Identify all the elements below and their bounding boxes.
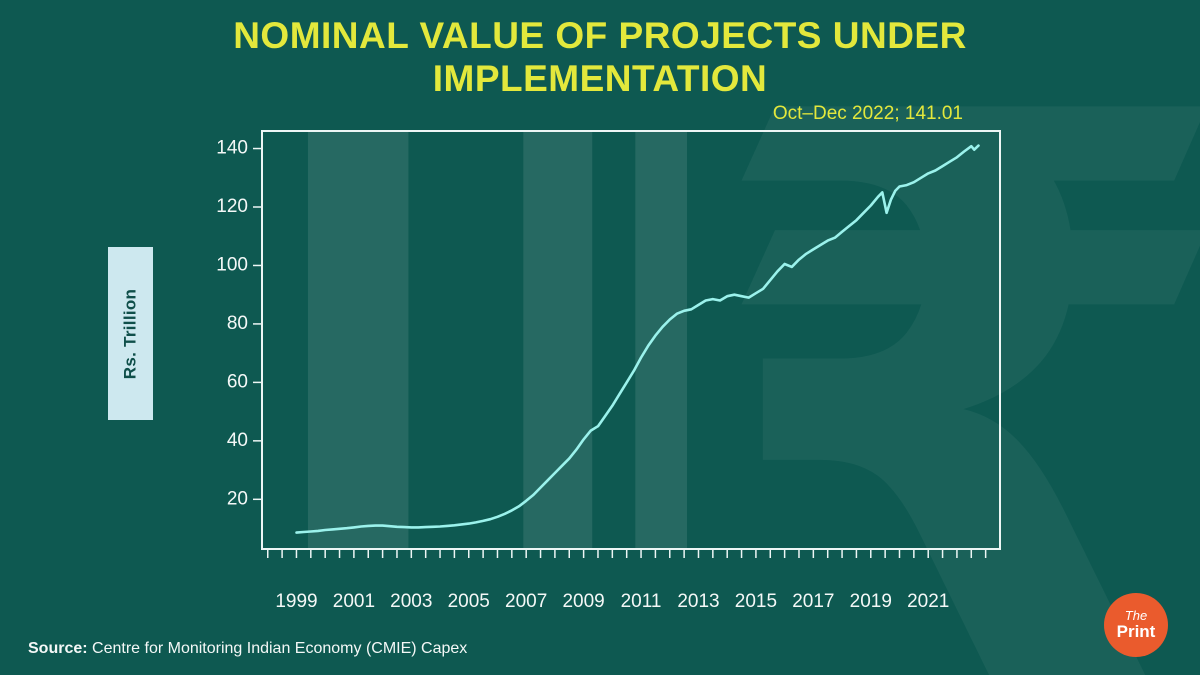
svg-text:40: 40 bbox=[227, 430, 248, 451]
page-title-line1: NOMINAL VALUE OF PROJECTS UNDER bbox=[233, 15, 967, 56]
svg-text:2021: 2021 bbox=[907, 591, 949, 612]
svg-text:140: 140 bbox=[216, 138, 248, 159]
svg-text:2005: 2005 bbox=[448, 591, 490, 612]
svg-text:2015: 2015 bbox=[735, 591, 777, 612]
latest-value-annotation: Oct–Dec 2022; 141.01 bbox=[772, 103, 963, 124]
source-label: Source: bbox=[28, 640, 88, 657]
svg-text:2001: 2001 bbox=[333, 591, 375, 612]
svg-text:2007: 2007 bbox=[505, 591, 547, 612]
line-chart: 20 40 60 80 100 120 140 1999 2001 2003 2005 2007 200… bbox=[216, 130, 1001, 612]
svg-text:2009: 2009 bbox=[562, 591, 604, 612]
y-axis-unit-box: Rs. Trillion bbox=[108, 247, 153, 420]
y-axis-unit-label: Rs. Trillion bbox=[120, 288, 140, 379]
page-title-line2: IMPLEMENTATION bbox=[432, 58, 768, 100]
svg-text:2017: 2017 bbox=[792, 591, 834, 612]
svg-text:20: 20 bbox=[227, 488, 248, 509]
svg-text:120: 120 bbox=[216, 196, 248, 217]
svg-text:1999: 1999 bbox=[275, 591, 317, 612]
rupee-watermark-icon: ₹ bbox=[702, 0, 1200, 675]
theprint-logo: The Print bbox=[1104, 593, 1168, 657]
source-credit: Source: Centre for Monitoring Indian Eco… bbox=[28, 640, 467, 658]
svg-text:2011: 2011 bbox=[621, 591, 662, 612]
logo-the-text: The bbox=[1124, 608, 1148, 624]
svg-text:2019: 2019 bbox=[850, 591, 892, 612]
svg-text:60: 60 bbox=[227, 371, 248, 392]
svg-text:2003: 2003 bbox=[390, 591, 432, 612]
logo-print-text: Print bbox=[1116, 621, 1156, 641]
svg-text:100: 100 bbox=[216, 254, 248, 275]
page-title: NOMINAL VALUE OF PROJECTS UNDER IMPLEMEN… bbox=[0, 14, 1200, 101]
source-text: Centre for Monitoring Indian Economy (CM… bbox=[87, 640, 468, 657]
svg-text:80: 80 bbox=[227, 313, 248, 334]
svg-text:2013: 2013 bbox=[677, 591, 719, 612]
